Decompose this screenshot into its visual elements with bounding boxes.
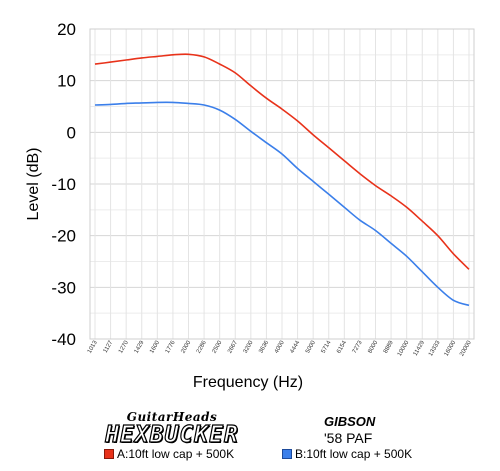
x-tick-label: 11429 [413, 339, 427, 357]
plot-border [89, 28, 475, 340]
y-axis-label: Level (dB) [25, 148, 42, 221]
y-tick-label: -40 [51, 330, 76, 349]
x-tick-label: 1127 [103, 339, 115, 354]
legend-label-b: B:10ft low cap + 500K [295, 447, 413, 461]
x-tick-label: 13333 [428, 339, 442, 357]
x-tick-label: 8000 [367, 339, 379, 354]
y-tick-label: 20 [57, 20, 76, 39]
y-tick-label: -20 [51, 227, 76, 246]
x-tick-label: 4444 [289, 339, 301, 354]
y-tick-labels: 20 10 0 -10 -20 -30 -40 [51, 20, 76, 349]
series-line-b [94, 101, 470, 307]
x-tick-label: 7273 [352, 339, 364, 354]
x-tick-label: 3636 [258, 339, 270, 354]
y-tick-label: 0 [67, 123, 76, 142]
x-tick-label: 2286 [196, 339, 208, 354]
frequency-response-chart: 20 10 0 -10 -20 -30 -40 1013 1127 1270 1429 1600 17… [25, 20, 475, 391]
x-tick-label: 1776 [165, 339, 177, 354]
guitarheads-hexbucker-logo: GuitarHeads HEXBUCKER [86, 410, 258, 448]
paf-text: '58 PAF [324, 430, 373, 446]
x-tick-label: 4000 [274, 339, 286, 354]
x-tick-label: 5000 [305, 339, 317, 354]
legend-swatch-b [282, 449, 292, 459]
x-tick-labels: 1013 1127 1270 1429 1600 1776 2000 2286 2500 2667… [87, 339, 473, 357]
gibson-text: GIBSON [324, 414, 376, 429]
x-tick-label: 1013 [87, 339, 99, 354]
x-tick-label: 5714 [321, 339, 333, 354]
x-tick-label: 20000 [459, 339, 473, 357]
x-tick-label: 8889 [383, 339, 395, 354]
x-tick-label: 6154 [336, 339, 348, 354]
legend-item-a: A:10ft low cap + 500K [104, 447, 234, 461]
legend-swatch-a [104, 449, 114, 459]
y-tick-label: -30 [51, 278, 76, 297]
hexbucker-logo-text: HEXBUCKER [105, 422, 239, 448]
x-tick-label: 1429 [134, 339, 146, 354]
guitarheads-logo-text: GuitarHeads [126, 410, 218, 424]
legend-item-b: B:10ft low cap + 500K [282, 447, 412, 461]
series-line-a [94, 53, 470, 270]
x-tick-label: 1270 [118, 339, 130, 354]
y-tick-label: -10 [51, 175, 76, 194]
legend-label-a: A:10ft low cap + 500K [117, 447, 235, 461]
x-tick-label: 2500 [212, 339, 224, 354]
x-axis-label: Frequency (Hz) [193, 374, 303, 391]
x-tick-label: 2000 [180, 339, 192, 354]
x-tick-label: 2667 [227, 339, 239, 354]
x-tick-label: 1600 [149, 339, 161, 354]
series-lines [94, 53, 470, 307]
x-tick-label: 3200 [243, 339, 255, 354]
gibson-paf-label: GIBSON '58 PAF [324, 414, 375, 446]
y-tick-label: 10 [57, 72, 76, 91]
x-tick-label: 16000 [444, 339, 458, 357]
x-tick-label: 10000 [397, 339, 411, 357]
